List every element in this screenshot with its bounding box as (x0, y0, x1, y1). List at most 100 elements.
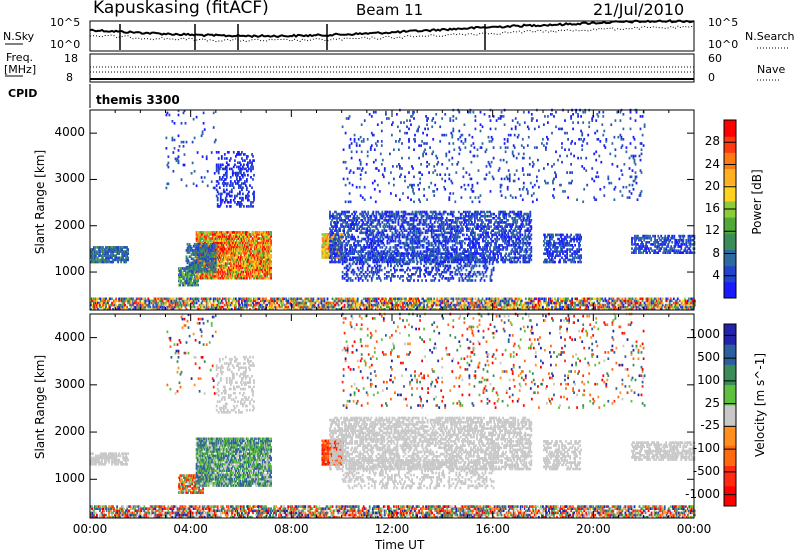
power-cell (344, 248, 346, 251)
power-cell (265, 272, 267, 276)
power-cell (218, 167, 221, 171)
power-cell (445, 227, 448, 230)
power-cell (208, 233, 211, 236)
power-cell (348, 227, 350, 230)
power-cell (385, 212, 388, 216)
power-cell (366, 229, 369, 232)
power-cell (361, 256, 364, 260)
power-cell (357, 277, 360, 280)
power-cell (498, 246, 500, 249)
power-cell (225, 249, 228, 253)
power-cell (394, 248, 397, 251)
power-cell (519, 254, 522, 257)
power-cell (241, 151, 243, 154)
power-cell (452, 250, 455, 253)
power-cell (504, 254, 506, 257)
power-cell (193, 269, 195, 272)
power-cell (526, 219, 529, 222)
power-cell (509, 260, 512, 264)
power-cell (228, 268, 231, 272)
power-cell (349, 223, 351, 226)
power-cell (352, 260, 355, 264)
power-cell (425, 212, 428, 216)
power-cell (340, 212, 342, 216)
power-cell (217, 163, 220, 167)
power-cell (486, 244, 488, 247)
power-cell (205, 231, 208, 234)
power-cell (268, 243, 270, 247)
power-cell (245, 258, 247, 261)
power-cell (504, 231, 506, 235)
power-cell (324, 251, 327, 255)
power-cell (351, 256, 354, 259)
power-cell (338, 256, 341, 259)
power-cell (432, 210, 435, 214)
power-cell (506, 235, 509, 239)
power-cell (335, 256, 338, 259)
power-cell (265, 245, 267, 249)
power-cell (188, 263, 191, 267)
power-cell (423, 250, 426, 253)
power-cell (198, 257, 201, 261)
power-cell (222, 254, 225, 257)
power-cell (366, 266, 369, 270)
power-cell (372, 212, 375, 216)
power-cell (450, 212, 453, 216)
power-cell (249, 262, 251, 265)
power-cell (210, 247, 213, 250)
power-cell (326, 237, 329, 240)
power-cell (261, 258, 263, 261)
power-cell (236, 274, 238, 278)
power-cell (220, 276, 223, 280)
power-cell (386, 250, 389, 253)
power-cell (198, 270, 201, 273)
power-cell (420, 216, 423, 220)
power-cell (375, 258, 378, 261)
power-cell (383, 244, 386, 247)
power-cell (268, 272, 270, 276)
power-cell (478, 212, 480, 216)
power-cell (265, 266, 267, 270)
power-cell (227, 237, 230, 240)
power-cell (459, 244, 462, 247)
power-cell (345, 248, 347, 251)
power-cell (512, 231, 515, 235)
power-cell (484, 225, 486, 228)
power-cell (370, 277, 373, 280)
power-cell (406, 235, 409, 239)
power-cell (247, 256, 249, 259)
power-cell (232, 264, 235, 267)
power-cell (228, 159, 231, 162)
power-cell (343, 239, 345, 243)
power-cell (261, 276, 263, 280)
power-cell (408, 223, 411, 226)
power-cell (368, 225, 371, 228)
power-cell (464, 221, 466, 224)
power-cell (521, 233, 524, 237)
power-cell (234, 194, 236, 198)
power-cell (430, 225, 433, 228)
power-cell (255, 274, 257, 278)
power-cell (265, 235, 267, 238)
power-cell (398, 258, 401, 262)
power-cell (204, 257, 207, 261)
power-cell (221, 260, 224, 263)
power-cell (377, 233, 380, 237)
power-cell (379, 237, 382, 241)
power-cell (254, 262, 256, 265)
power-cell (528, 248, 531, 251)
power-cell (510, 237, 513, 241)
power-cell (430, 241, 433, 245)
power-cell (345, 273, 348, 276)
power-cell (199, 272, 202, 276)
power-cell (239, 247, 241, 251)
power-cell (471, 231, 473, 235)
power-cell (213, 270, 216, 273)
power-cell (364, 219, 367, 222)
power-cell (266, 264, 268, 267)
power-cell (360, 239, 363, 243)
power-cell (357, 258, 360, 262)
power-cell (256, 241, 258, 245)
power-cell (455, 239, 458, 243)
power-cell (259, 258, 261, 261)
